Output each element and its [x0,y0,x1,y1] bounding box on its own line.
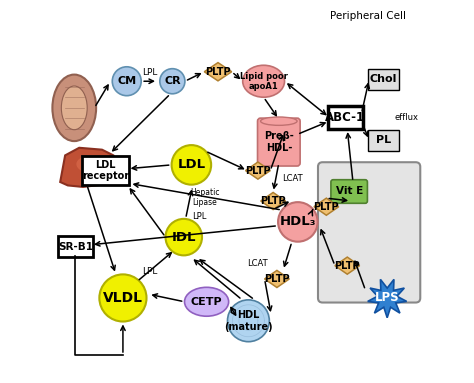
Text: PL: PL [376,135,391,145]
FancyBboxPatch shape [368,129,399,151]
Circle shape [160,69,185,94]
Text: Lipid poor
apoA1: Lipid poor apoA1 [240,72,288,91]
Polygon shape [314,198,339,215]
FancyBboxPatch shape [368,69,399,90]
FancyBboxPatch shape [58,236,92,257]
Ellipse shape [243,65,284,97]
Text: PLTP: PLTP [335,261,360,271]
Polygon shape [368,279,407,318]
Text: LDL
receptor: LDL receptor [82,160,129,182]
Text: HDL₃: HDL₃ [280,215,316,228]
Circle shape [278,202,318,242]
Text: LPL: LPL [192,212,207,221]
Circle shape [228,300,269,342]
Text: PLTP: PLTP [245,165,271,175]
Circle shape [112,67,141,96]
Text: LPS: LPS [375,291,400,304]
Text: PLTP: PLTP [205,67,231,77]
Text: Vit E: Vit E [336,187,363,196]
Text: Preβ-
HDL-: Preβ- HDL- [264,131,294,153]
Text: HDL
(mature): HDL (mature) [224,310,273,332]
Text: LCAT: LCAT [282,174,302,183]
Polygon shape [246,162,270,179]
Text: PLTP: PLTP [260,196,286,206]
Polygon shape [60,148,117,187]
FancyBboxPatch shape [328,106,363,129]
Text: LPL: LPL [142,267,157,276]
Text: LCAT: LCAT [247,259,268,268]
FancyBboxPatch shape [331,180,367,203]
Text: PLTP: PLTP [313,202,339,212]
Text: PLTP: PLTP [264,274,290,284]
Text: Hepatic
Lipase: Hepatic Lipase [190,188,219,207]
Ellipse shape [76,155,105,173]
Text: CR: CR [164,76,181,86]
FancyBboxPatch shape [318,162,420,303]
Polygon shape [264,270,289,288]
Polygon shape [261,192,285,210]
Text: VLDL: VLDL [103,291,143,305]
Polygon shape [335,257,360,274]
Circle shape [100,274,146,322]
Circle shape [172,145,211,185]
Text: IDL: IDL [172,231,196,244]
Ellipse shape [261,117,297,125]
Text: SR-B1: SR-B1 [58,242,93,252]
Text: Peripheral Cell: Peripheral Cell [330,11,406,21]
Ellipse shape [61,86,87,130]
Polygon shape [204,62,232,81]
Text: efflux: efflux [394,113,418,122]
Text: LDL: LDL [177,159,205,171]
Ellipse shape [184,287,228,316]
Text: Chol: Chol [370,74,397,84]
FancyBboxPatch shape [82,156,129,185]
Text: CETP: CETP [191,297,222,307]
FancyBboxPatch shape [257,118,300,166]
Circle shape [165,219,202,255]
Text: CM: CM [117,76,137,86]
Text: LPL: LPL [142,69,157,77]
Text: ABC-1: ABC-1 [325,111,365,124]
Ellipse shape [53,75,96,141]
